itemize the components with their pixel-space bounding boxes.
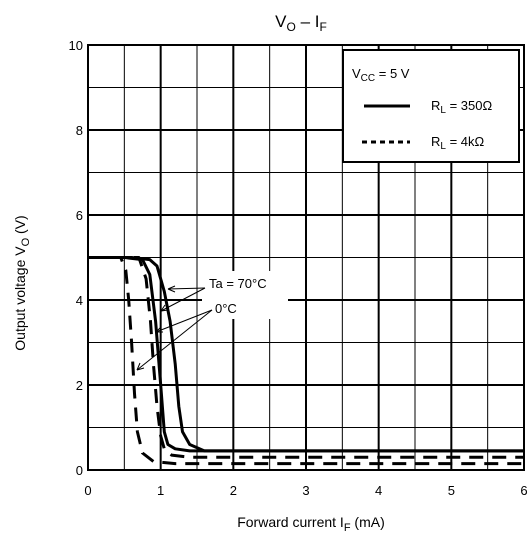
- y-tick-labels: 0 2 4 6 8 10: [69, 38, 83, 478]
- legend: VCC = 5 V RL = 350Ω RL = 4kΩ: [342, 49, 520, 163]
- series-line-dashed-2: [88, 256, 524, 466]
- series-line-dashed-3: [88, 256, 524, 459]
- annotation-arrows: [136, 285, 213, 371]
- x-tick-label: 6: [520, 483, 527, 498]
- annotation-background: [202, 271, 288, 319]
- series-line-solid-1: [88, 256, 524, 453]
- annotation-0c: 0°C: [215, 301, 237, 316]
- chart-title: VO – IF: [275, 12, 327, 34]
- x-tick-label: 4: [375, 483, 382, 498]
- x-tick-label: 0: [84, 483, 91, 498]
- y-tick-label: 2: [76, 378, 83, 393]
- y-tick-label: 0: [76, 463, 83, 478]
- y-tick-label: 8: [76, 123, 83, 138]
- x-tick-label: 2: [230, 483, 237, 498]
- y-tick-label: 10: [69, 38, 83, 53]
- x-tick-label: 1: [157, 483, 164, 498]
- legend-entry-solid: RL = 350Ω: [431, 98, 492, 116]
- annotations: Ta = 70°C 0°C: [136, 271, 288, 371]
- x-tick-labels: 0 1 2 3 4 5 6: [84, 483, 527, 498]
- x-axis-label: Forward current IF (mA): [237, 514, 385, 534]
- legend-entry-dashed: RL = 4kΩ: [431, 134, 484, 152]
- y-tick-label: 6: [76, 208, 83, 223]
- x-tick-label: 3: [302, 483, 309, 498]
- annotation-ta-70c: Ta = 70°C: [209, 276, 267, 291]
- legend-condition: VCC = 5 V: [352, 66, 410, 84]
- y-tick-label: 4: [76, 293, 83, 308]
- series-layer: [88, 256, 524, 466]
- y-axis-label: Output voltage VO (V): [12, 215, 32, 350]
- x-tick-label: 5: [448, 483, 455, 498]
